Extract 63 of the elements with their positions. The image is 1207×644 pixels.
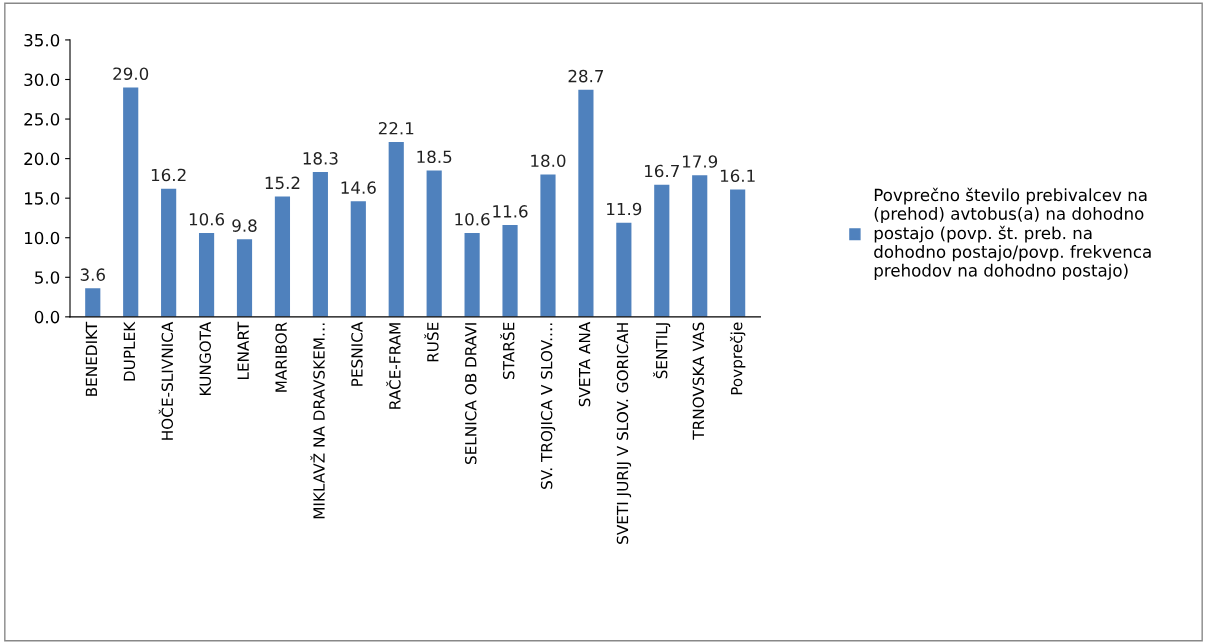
data-label: 16.1 [720, 169, 755, 183]
bar [123, 87, 139, 317]
data-label: 18.3 [303, 152, 338, 165]
bar [730, 189, 746, 317]
bar [540, 174, 556, 317]
x-tick-label: SVETA ANA [578, 321, 591, 407]
x-tick-label: DUPLEK [123, 321, 136, 381]
bar [692, 175, 708, 317]
x-tick-label: RUŠE [424, 322, 439, 362]
bar [426, 170, 442, 317]
y-tick-label: 35.0 [24, 33, 60, 47]
y-tick-label: 25.0 [24, 113, 60, 126]
bar [654, 184, 670, 317]
bar [578, 89, 594, 317]
data-label: 17.9 [682, 155, 718, 168]
data-label: 15.2 [265, 176, 300, 190]
data-label: 9.8 [232, 219, 257, 232]
x-tick-label: Povprečje [729, 322, 746, 395]
data-label: 18.5 [417, 150, 452, 164]
data-label: 18.0 [531, 154, 566, 168]
data-label: 10.6 [189, 212, 225, 226]
x-tick-label: SV. TROJICA V SLOV.… [540, 323, 556, 489]
bar [85, 288, 101, 317]
data-label: 28.7 [568, 69, 604, 83]
x-tick-label: STARŠE [500, 322, 515, 379]
y-tick-label: 0.0 [34, 310, 60, 324]
y-tick-label: 5.0 [35, 271, 60, 284]
bar [616, 222, 632, 317]
x-tick-label: PESNICA [351, 321, 363, 386]
bar [274, 196, 291, 317]
data-label: 11.9 [607, 202, 642, 216]
bar [502, 225, 518, 317]
data-label: 11.6 [493, 205, 528, 218]
x-tick-label: SELNICA OB DRAVI [464, 323, 477, 465]
bar [312, 172, 328, 317]
bar [236, 239, 253, 317]
legend-label: Povprečno število prebivalcev na (prehod) avtobus(a) na dohodno postajo (povp. št. preb. na dohodno postajo/povp. frekvenca prehodov na dohodno postajo) [874, 187, 1151, 280]
bar [161, 188, 177, 317]
y-tick-label: 20.0 [24, 152, 60, 166]
y-tick-label: 30.0 [24, 73, 60, 87]
x-tick-label: TRNOVSKA VAS [692, 322, 705, 440]
data-label: 29.0 [113, 67, 149, 80]
data-label: 22.1 [378, 121, 414, 135]
data-label: 3.6 [80, 268, 105, 281]
x-tick-label: SVETI JURIJ V SLOV. GORICAH [616, 323, 632, 544]
bar [464, 232, 480, 317]
bar [388, 141, 404, 317]
x-tick-label: LENART [237, 321, 249, 380]
x-tick-label: ŠENTILJ [653, 323, 671, 379]
x-tick-label: RAČE-FRAM [386, 323, 401, 409]
y-tick-label: 15.0 [25, 192, 60, 205]
x-tick-label: KUNGOTA [199, 321, 211, 395]
x-tick-label: HOČE-SLIVNICA [158, 321, 174, 440]
data-label: 14.6 [341, 181, 376, 194]
data-label: 10.6 [455, 212, 490, 226]
data-label: 16.7 [645, 164, 679, 178]
x-tick-label: BENEDIKT [85, 321, 97, 396]
x-tick-label: MARIBOR [275, 322, 287, 392]
y-tick-label: 10.0 [25, 231, 60, 245]
data-label: 16.2 [151, 168, 186, 182]
bar [198, 232, 215, 317]
x-tick-label: MIKLAVŽ NA DRAVSKEM… [310, 323, 325, 519]
bar [350, 201, 366, 317]
